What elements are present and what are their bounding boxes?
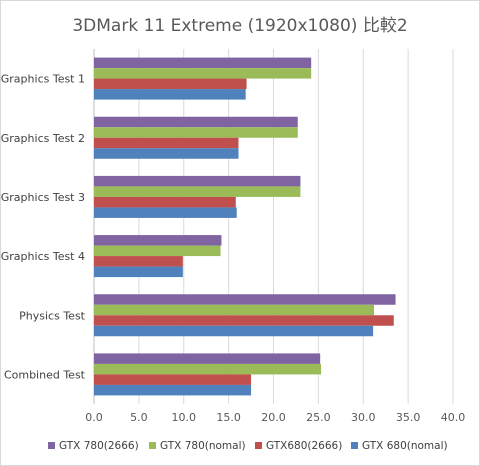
bar <box>94 245 221 257</box>
bar <box>94 137 239 149</box>
legend-label: GTX 780(nomal) <box>160 440 246 452</box>
legend-label: GTX 780(2666) <box>59 440 139 452</box>
legend-label: GTX680(2666) <box>266 440 342 452</box>
bar <box>94 353 321 364</box>
legend-swatch <box>149 442 156 449</box>
gridlines <box>93 49 454 404</box>
legend-swatch <box>255 442 262 449</box>
legend-swatch <box>351 442 358 449</box>
category-label: Graphics Test 4 <box>1 250 85 263</box>
bar <box>94 235 222 246</box>
legend-swatch <box>48 442 55 449</box>
x-tick-label: 25.0 <box>306 411 331 424</box>
bar <box>94 68 312 79</box>
x-tick-label: 40.0 <box>441 411 466 424</box>
category-label: Physics Test <box>19 309 86 322</box>
x-tick-label: 35.0 <box>396 411 421 424</box>
x-tick-label: 15.0 <box>216 411 241 424</box>
bar <box>94 315 394 326</box>
category-label: Combined Test <box>4 368 86 381</box>
x-tick-label: 30.0 <box>351 411 376 424</box>
bars <box>94 57 396 396</box>
legend: GTX 780(2666) GTX 780(nomal) GTX680(2666) G… <box>48 440 448 452</box>
bar <box>94 304 375 316</box>
bar <box>94 127 298 138</box>
x-tick-label: 20.0 <box>261 411 286 424</box>
value-axis-labels: 0.0 5.0 10.0 15.0 20.0 25.0 30.0 35.0 40.0 <box>85 411 465 424</box>
bar <box>94 57 312 69</box>
bar <box>94 325 374 337</box>
bar <box>94 186 301 197</box>
bar <box>94 116 298 128</box>
bar <box>94 89 246 100</box>
category-axis-labels: Graphics Test 1 Graphics Test 2 Graphics T… <box>1 73 86 382</box>
bar <box>94 374 252 385</box>
bar <box>94 384 252 396</box>
bar <box>94 363 322 375</box>
bar <box>94 175 301 187</box>
x-tick-label: 10.0 <box>172 411 197 424</box>
bar <box>94 256 183 267</box>
bar <box>94 78 247 90</box>
category-label: Graphics Test 2 <box>1 132 85 145</box>
x-tick-label: 0.0 <box>85 411 103 424</box>
x-tick-label: 5.0 <box>130 411 148 424</box>
bar <box>94 207 237 218</box>
bar <box>94 148 239 159</box>
category-label: Graphics Test 3 <box>1 191 85 204</box>
chart-title: 3DMark 11 Extreme (1920x1080) 比較2 <box>72 16 407 36</box>
bar <box>94 196 236 208</box>
category-label: Graphics Test 1 <box>1 73 85 86</box>
legend-label: GTX 680(nomal) <box>362 440 448 452</box>
bar <box>94 294 396 305</box>
bar <box>94 266 183 278</box>
